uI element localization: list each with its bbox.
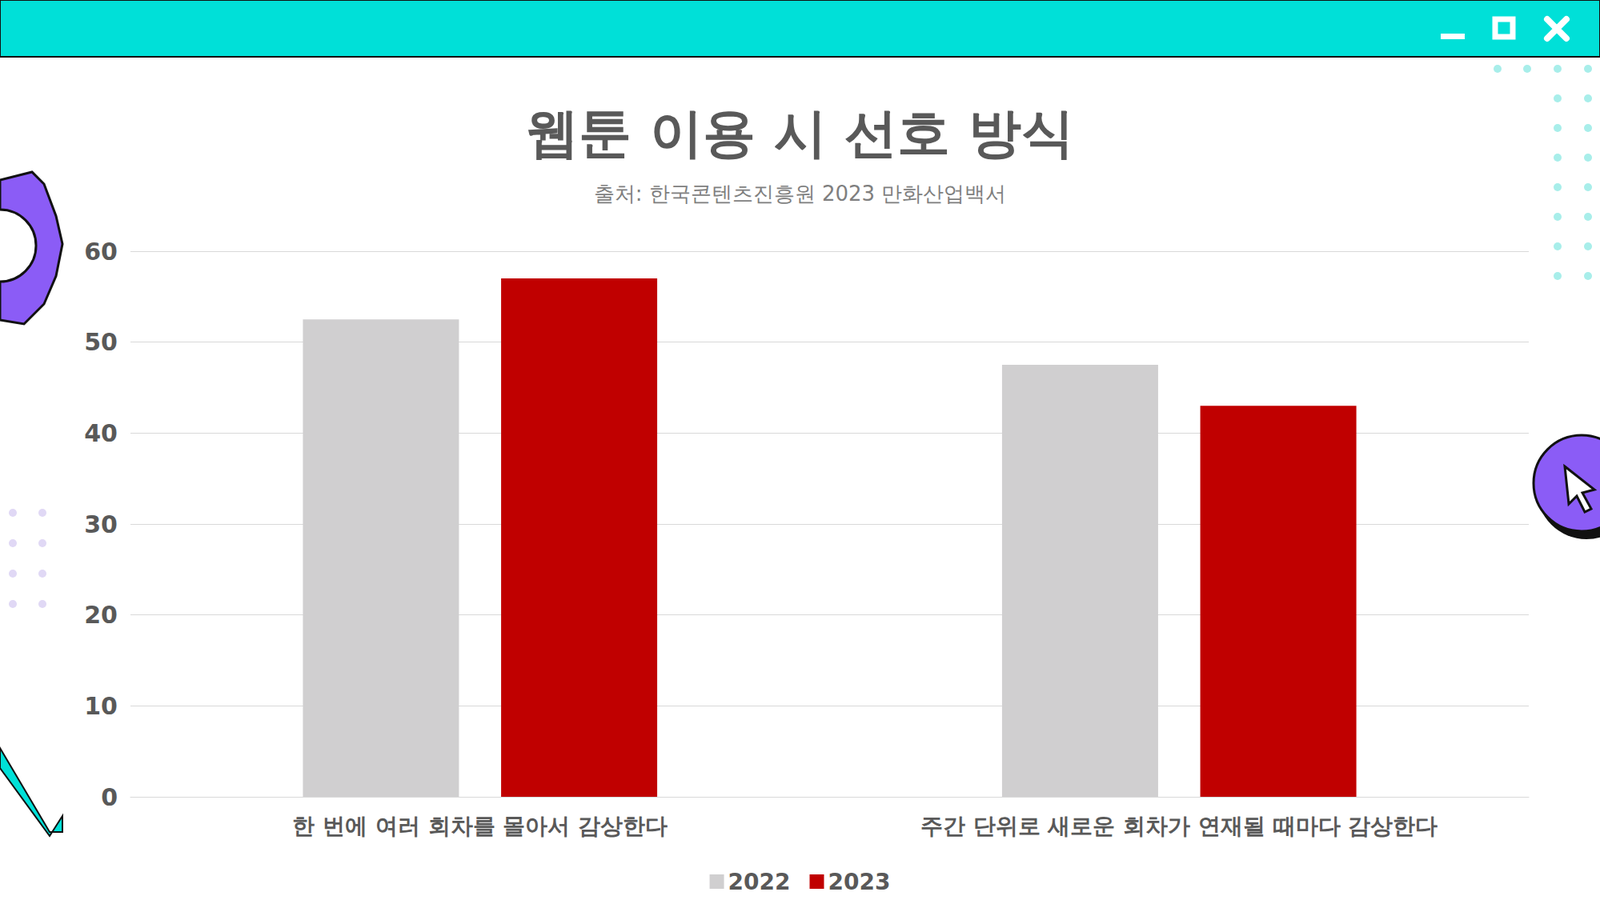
svg-text:한 번에 여러 회차를 몰아서 감상한다: 한 번에 여러 회차를 몰아서 감상한다 (292, 813, 668, 840)
svg-text:50: 50 (84, 328, 118, 357)
svg-text:40: 40 (84, 419, 118, 448)
svg-text:20: 20 (84, 601, 118, 630)
svg-text:2023: 2023 (828, 869, 891, 896)
svg-text:출처: 한국콘텐츠진흥원 2023 만화산업백서: 출처: 한국콘텐츠진흥원 2023 만화산업백서 (593, 181, 1007, 206)
svg-text:주간 단위로 새로운 회차가 연재될 때마다 감상한다: 주간 단위로 새로운 회차가 연재될 때마다 감상한다 (920, 813, 1439, 840)
svg-text:0: 0 (100, 783, 118, 812)
svg-text:2022: 2022 (728, 869, 791, 896)
svg-text:10: 10 (84, 692, 118, 721)
svg-text:60: 60 (84, 237, 118, 266)
svg-text:30: 30 (84, 510, 118, 539)
svg-text:웹툰 이용 시 선호 방식: 웹툰 이용 시 선호 방식 (525, 102, 1075, 165)
